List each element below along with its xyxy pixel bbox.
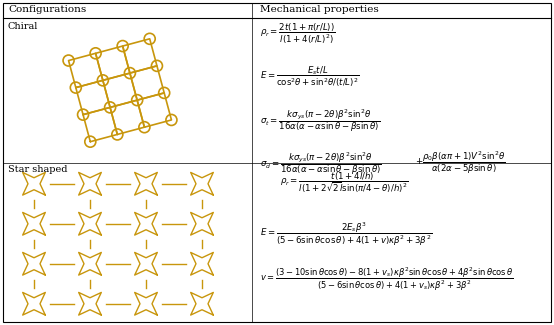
Text: $\sigma_t = \dfrac{k\sigma_{ys}(\pi - 2\theta)\beta^2\sin^2\!\theta}{16\alpha(\a: $\sigma_t = \dfrac{k\sigma_{ys}(\pi - 2\…: [260, 107, 380, 134]
Text: Star shaped: Star shaped: [8, 165, 68, 175]
Circle shape: [132, 95, 142, 106]
Text: Mechanical properties: Mechanical properties: [260, 6, 379, 15]
Text: Configurations: Configurations: [8, 6, 86, 15]
Circle shape: [166, 114, 177, 125]
Text: Chiral: Chiral: [8, 22, 38, 31]
Circle shape: [90, 48, 101, 59]
Circle shape: [85, 136, 96, 147]
Circle shape: [151, 60, 162, 72]
Circle shape: [98, 75, 109, 86]
Circle shape: [105, 102, 116, 113]
Circle shape: [158, 87, 170, 98]
Text: $\sigma_d = \dfrac{k\sigma_{ys}(\pi - 2\theta)\beta^2\sin^2\!\theta}{16\alpha(\a: $\sigma_d = \dfrac{k\sigma_{ys}(\pi - 2\…: [260, 150, 382, 177]
Text: $E = \dfrac{E_s t/L}{\cos^2\!\theta + \sin^2\!\theta/(t/L)^2}$: $E = \dfrac{E_s t/L}{\cos^2\!\theta + \s…: [260, 64, 360, 89]
Circle shape: [125, 68, 135, 79]
Text: $E = \dfrac{2E_s\beta^3}{(5 - 6\sin\theta\cos\theta) + 4(1+v)\kappa\beta^2 + 3\b: $E = \dfrac{2E_s\beta^3}{(5 - 6\sin\thet…: [260, 220, 432, 248]
Text: $+\dfrac{\rho_0\beta(\alpha\pi + 1)V^2\sin^2\!\theta}{\alpha(2\alpha - 5\beta\si: $+\dfrac{\rho_0\beta(\alpha\pi + 1)V^2\s…: [415, 150, 506, 176]
Text: $v = \dfrac{(3 - 10\sin\theta\cos\theta) - 8(1+v_s)\kappa\beta^2\sin\theta\cos\t: $v = \dfrac{(3 - 10\sin\theta\cos\theta)…: [260, 266, 514, 293]
Circle shape: [78, 109, 89, 120]
Circle shape: [112, 129, 123, 140]
Circle shape: [144, 33, 155, 44]
Circle shape: [117, 41, 128, 52]
Circle shape: [63, 55, 74, 66]
Circle shape: [139, 122, 150, 133]
Text: $\rho_r = \dfrac{2t(1 + \pi(r/L))}{l(1 + 4(r/L)^2)}$: $\rho_r = \dfrac{2t(1 + \pi(r/L))}{l(1 +…: [260, 22, 336, 46]
Circle shape: [70, 82, 81, 93]
Text: $\rho_r = \dfrac{t(1 + 4l/h)}{l(1 + 2\sqrt{2}l\sin(\pi/4 - \theta)/h)^2}$: $\rho_r = \dfrac{t(1 + 4l/h)}{l(1 + 2\sq…: [280, 171, 408, 195]
